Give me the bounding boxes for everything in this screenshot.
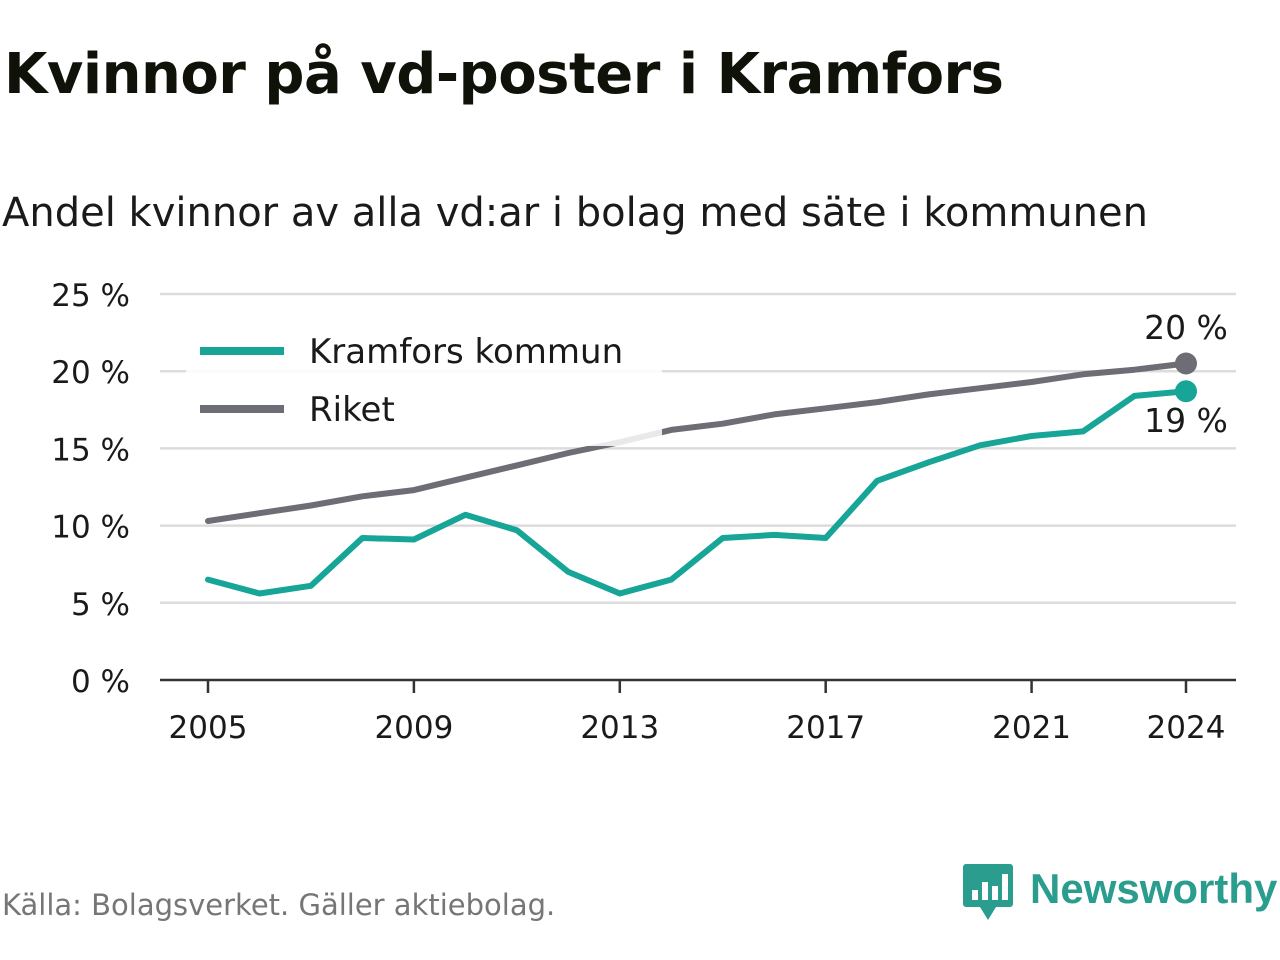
legend-label-riket: Riket xyxy=(309,390,395,430)
x-tick-label: 2009 xyxy=(374,710,453,746)
legend-label-kramfors: Kramfors kommun xyxy=(309,332,623,372)
newsworthy-logo: Newsworthy xyxy=(962,862,1277,922)
chart-subtitle: Andel kvinnor av alla vd:ar i bolag med … xyxy=(2,190,1148,236)
brand-name: Newsworthy xyxy=(1030,865,1278,912)
line-chart: 0 % 5 % 10 % 15 % 20 % 25 % 2005 2009 2013 2017 20… xyxy=(51,278,1236,746)
end-marker-kramfors xyxy=(1175,380,1197,403)
y-tick-label: 10 % xyxy=(51,510,130,546)
end-label-riket: 20 % xyxy=(1144,308,1228,347)
chart-title: Kvinnor på vd-poster i Kramfors xyxy=(4,42,1004,107)
legend-box xyxy=(186,322,662,446)
x-tick-label: 2005 xyxy=(169,710,248,746)
x-tick-label: 2013 xyxy=(580,710,659,746)
y-tick-label: 0 % xyxy=(71,664,130,700)
series-line-riket xyxy=(205,360,1189,524)
source-note: Källa: Bolagsverket. Gäller aktiebolag. xyxy=(2,888,556,922)
series-line-kramfors xyxy=(205,388,1189,597)
end-label-kramfors: 19 % xyxy=(1144,401,1228,440)
x-tick-label: 2017 xyxy=(786,710,865,746)
end-marker-riket xyxy=(1175,352,1197,375)
x-tick-label: 2021 xyxy=(992,710,1071,746)
x-tick-label: 2024 xyxy=(1147,710,1226,746)
y-tick-label: 25 % xyxy=(51,278,130,314)
y-tick-label: 20 % xyxy=(51,355,130,391)
y-tick-label: 5 % xyxy=(71,587,130,623)
newsworthy-logo-icon xyxy=(963,864,1013,920)
y-tick-label: 15 % xyxy=(51,432,130,468)
